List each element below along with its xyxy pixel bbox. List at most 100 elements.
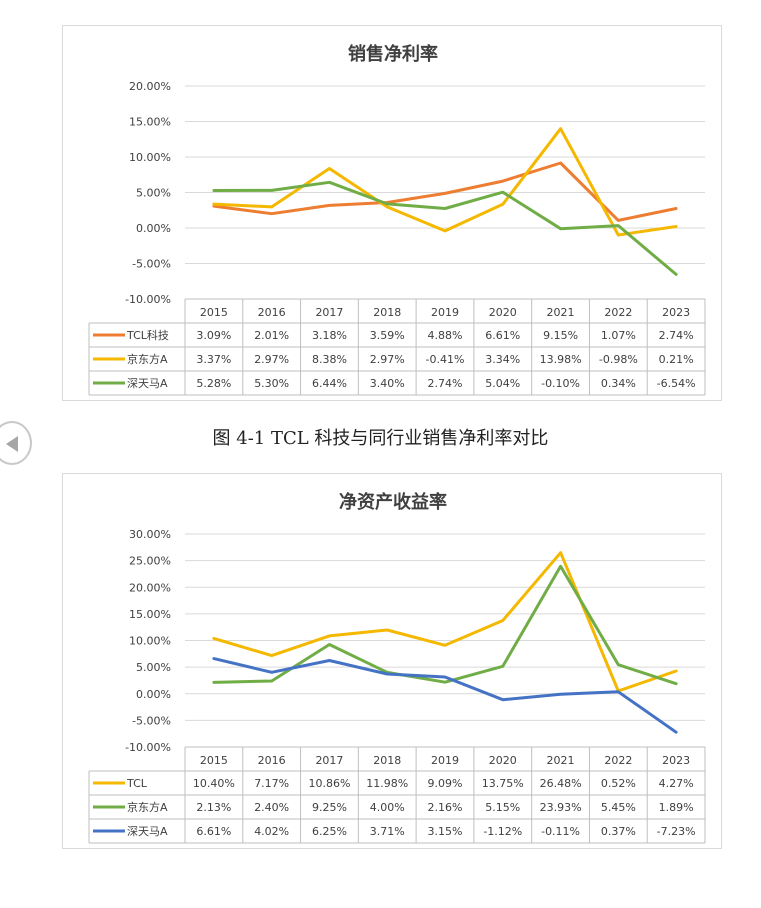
chart1-legend-entry: 深天马A <box>127 377 168 390</box>
chart2-data-label: 13.75% <box>482 777 524 790</box>
chart1-x-tick-label: 2020 <box>489 306 517 319</box>
chart1-data-label: 3.40% <box>370 377 405 390</box>
left-arrow-icon <box>6 436 18 452</box>
chart1-data-label: 2.97% <box>254 353 289 366</box>
chart2-data-label: 26.48% <box>540 777 582 790</box>
chart1-data-label: 6.44% <box>312 377 347 390</box>
chart1-data-label: 5.04% <box>485 377 520 390</box>
chart2-data-label: 2.40% <box>254 801 289 814</box>
chart1-data-label: 6.61% <box>485 329 520 342</box>
chart2-data-label: 4.00% <box>370 801 405 814</box>
chart1-y-tick-label: 5.00% <box>136 187 171 200</box>
chart1-data-label: -6.54% <box>657 377 696 390</box>
chart2-data-label: -1.12% <box>483 825 522 838</box>
chart2-data-label: 3.71% <box>370 825 405 838</box>
chart1-y-tick-label: 15.00% <box>129 116 171 129</box>
chart1-data-label: 2.74% <box>428 377 463 390</box>
chart2-y-tick-label: 5.00% <box>136 661 171 674</box>
chart2-x-tick-label: 2021 <box>547 754 575 767</box>
chart1-data-label: 0.34% <box>601 377 636 390</box>
chart2-data-label: -0.11% <box>541 825 580 838</box>
chart2-data-label: 4.02% <box>254 825 289 838</box>
chart2-data-table: 2015 2016 2017 2018 2019 2020 2021 2022 2023 TCL 1… <box>88 746 706 844</box>
net-profit-margin-chart: 销售净利率 -10.00% -5.00% 0.00% 5.00% 10.00% 15.00%… <box>62 25 722 401</box>
chart1-data-label: 1.07% <box>601 329 636 342</box>
return-on-equity-chart-svg: 净资产收益率 -10.00% -5.00% 0.00% 5.00% 10.00% 15.00… <box>88 491 706 844</box>
chart2-data-label: 3.15% <box>428 825 463 838</box>
chart2-title: 净资产收益率 <box>339 491 447 513</box>
chart2-data-label: 23.93% <box>540 801 582 814</box>
chart1-title: 销售净利率 <box>348 43 438 65</box>
chart1-legend-entry: 京东方A <box>127 352 168 366</box>
chart1-y-tick-label: 20.00% <box>129 80 171 93</box>
chart2-data-label: -7.23% <box>657 825 696 838</box>
chart1-data-label: -0.41% <box>426 353 465 366</box>
chart1-data-label: 2.74% <box>659 329 694 342</box>
chart1-data-label: 2.97% <box>370 353 405 366</box>
chart1-data-label: 3.59% <box>370 329 405 342</box>
chart2-data-label: 2.16% <box>428 801 463 814</box>
chart1-y-tick-label: 10.00% <box>129 151 171 164</box>
chart2-series-line <box>212 551 678 693</box>
chart1-data-label: 0.21% <box>659 353 694 366</box>
chart1-data-label: 3.09% <box>196 329 231 342</box>
chart2-data-label: 6.61% <box>196 825 231 838</box>
chart2-x-tick-label: 2020 <box>489 754 517 767</box>
chart2-x-tick-label: 2019 <box>431 754 459 767</box>
chart1-y-tick-label: -5.00% <box>132 258 171 271</box>
chart1-data-label: -0.10% <box>541 377 580 390</box>
chart2-data-label: 5.15% <box>485 801 520 814</box>
chart1-x-tick-label: 2018 <box>373 306 401 319</box>
chart2-y-tick-label: 15.00% <box>129 608 171 621</box>
chart1-data-table: 2015 2016 2017 2018 2019 2020 2021 2022 2023 TCL科… <box>88 298 706 396</box>
chart2-x-tick-label: 2016 <box>258 754 286 767</box>
chart1-data-label: 3.18% <box>312 329 347 342</box>
chart2-data-label: 1.89% <box>659 801 694 814</box>
chart2-legend-entry: 深天马A <box>127 825 168 838</box>
chart2-data-label: 7.17% <box>254 777 289 790</box>
net-profit-margin-chart-svg: 销售净利率 -10.00% -5.00% 0.00% 5.00% 10.00% 15.00%… <box>88 43 706 396</box>
chart1-data-label: 4.88% <box>428 329 463 342</box>
chart2-y-tick-label: -5.00% <box>132 714 171 727</box>
chart1-data-label: 3.34% <box>485 353 520 366</box>
chart1-x-tick-label: 2019 <box>431 306 459 319</box>
chart2-x-tick-label: 2017 <box>315 754 343 767</box>
chart2-data-label: 0.52% <box>601 777 636 790</box>
chart1-x-tick-label: 2022 <box>604 306 632 319</box>
chart1-data-label: 2.01% <box>254 329 289 342</box>
chart2-data-label: 4.27% <box>659 777 694 790</box>
chart2-x-tick-label: 2015 <box>200 754 228 767</box>
previous-arrow-button[interactable] <box>0 421 32 465</box>
chart2-y-tick-label: -10.00% <box>125 741 171 754</box>
chart2-y-tick-label: 25.00% <box>129 555 171 568</box>
chart1-data-label: 3.37% <box>196 353 231 366</box>
chart1-series-line <box>212 180 678 276</box>
chart1-data-label: 5.30% <box>254 377 289 390</box>
chart2-y-tick-label: 20.00% <box>129 581 171 594</box>
chart2-y-tick-label: 0.00% <box>136 688 171 701</box>
chart1-data-label: 5.28% <box>196 377 231 390</box>
chart1-legend-entry: TCL科技 <box>126 328 169 342</box>
figure-caption: 图 4-1 TCL 科技与同行业销售净利率对比 <box>212 428 549 449</box>
chart2-y-tick-label: 10.00% <box>129 635 171 648</box>
chart1-data-label: 9.15% <box>543 329 578 342</box>
chart1-data-label: -0.98% <box>599 353 638 366</box>
chart1-y-tick-label: 0.00% <box>136 222 171 235</box>
chart2-series-line <box>212 657 678 734</box>
chart2-data-label: 5.45% <box>601 801 636 814</box>
chart2-legend-entry: TCL <box>126 777 148 790</box>
chart1-x-tick-label: 2023 <box>662 306 690 319</box>
chart1-x-tick-label: 2015 <box>200 306 228 319</box>
chart2-data-label: 6.25% <box>312 825 347 838</box>
chart2-data-label: 10.40% <box>193 777 235 790</box>
chart2-data-label: 9.25% <box>312 801 347 814</box>
chart2-data-label: 9.09% <box>428 777 463 790</box>
chart2-x-tick-label: 2022 <box>604 754 632 767</box>
chart2-legend-entry: 京东方A <box>127 800 168 814</box>
chart1-x-tick-label: 2017 <box>315 306 343 319</box>
chart1-y-tick-label: -10.00% <box>125 293 171 306</box>
chart2-x-tick-label: 2018 <box>373 754 401 767</box>
chart2-data-label: 0.37% <box>601 825 636 838</box>
chart1-x-tick-label: 2021 <box>547 306 575 319</box>
chart2-data-label: 10.86% <box>308 777 350 790</box>
